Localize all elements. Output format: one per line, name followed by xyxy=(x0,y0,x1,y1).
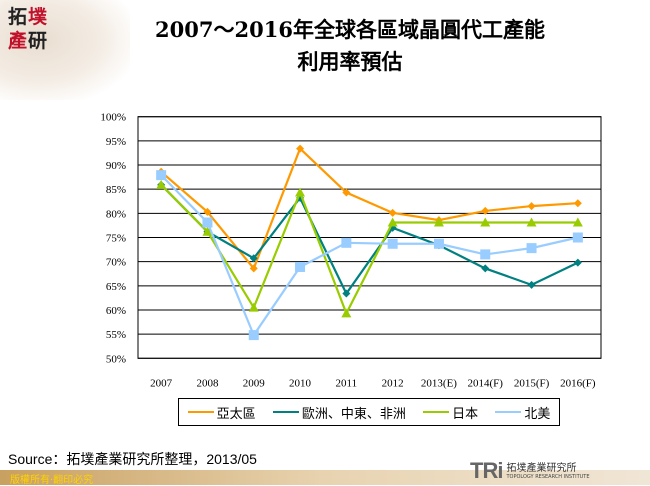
x-tick-label: 2008 xyxy=(196,377,219,389)
line-chart: 50% 55% 60% 65% 70% 75% 80% 85% 90% 95% 100% 2007 20… xyxy=(100,112,602,389)
data-point-square xyxy=(295,261,306,272)
legend-swatch xyxy=(423,411,450,413)
data-point-triangle xyxy=(433,217,444,227)
legend-label: 日本 xyxy=(452,406,479,422)
series-line xyxy=(160,184,578,317)
series-2 xyxy=(156,179,583,318)
data-point-diamond xyxy=(249,264,258,273)
data-point-diamond xyxy=(573,199,582,208)
data-point-square xyxy=(526,243,537,254)
data-point-triangle xyxy=(295,187,306,197)
data-point-diamond xyxy=(527,202,536,211)
y-tick-label: 100% xyxy=(100,112,126,124)
series-line xyxy=(160,146,578,271)
logo-char: 產 xyxy=(8,30,28,52)
legend-swatch xyxy=(495,411,522,413)
x-tick-label: 2007 xyxy=(150,377,173,389)
data-point-square xyxy=(202,217,213,228)
series-line xyxy=(160,174,579,338)
y-tick-label: 90% xyxy=(106,160,126,172)
x-tick-label: 2010 xyxy=(289,377,312,389)
legend-item: 亞太區 xyxy=(187,403,256,422)
y-tick-label: 65% xyxy=(106,281,126,293)
x-tick-label: 2015(F) xyxy=(514,377,550,389)
y-tick-label: 85% xyxy=(106,184,126,196)
data-point-diamond xyxy=(573,258,582,267)
y-tick-label: 60% xyxy=(106,305,126,317)
series-3 xyxy=(156,170,583,341)
data-point-diamond xyxy=(296,144,305,153)
y-tick-label: 80% xyxy=(106,208,126,220)
data-point-square xyxy=(248,330,259,341)
data-point-triangle xyxy=(202,226,213,236)
data-point-square xyxy=(387,238,398,249)
legend-swatch xyxy=(272,411,299,413)
series-line xyxy=(160,184,579,296)
data-point-triangle xyxy=(387,217,398,227)
logo-char: 研 xyxy=(28,30,48,52)
data-point-square xyxy=(156,170,167,181)
y-tick-label: 95% xyxy=(106,136,126,148)
legend-label: 亞太區 xyxy=(216,406,256,422)
copyright-text: 版權所有‧翻印必究 xyxy=(10,475,94,486)
background-map xyxy=(0,0,130,100)
data-point-triangle xyxy=(248,302,259,312)
title-line-1: 2007～2016年全球各區域晶圓代工產能 xyxy=(155,17,545,42)
legend-item: 歐洲、中東、非洲 xyxy=(272,403,406,422)
legend-item: 日本 xyxy=(423,403,478,422)
data-point-triangle xyxy=(526,217,537,227)
x-tick-label: 2013(E) xyxy=(421,377,457,389)
logo-char: 墣 xyxy=(28,6,48,28)
data-point-triangle xyxy=(156,179,167,189)
data-point-square xyxy=(341,237,352,248)
chart-legend: 亞太區 歐洲、中東、非洲 日本 北美 xyxy=(178,398,560,426)
title-line-2: 利用率預估 xyxy=(297,49,403,74)
data-point-square xyxy=(480,249,491,260)
data-point-diamond xyxy=(203,207,212,216)
x-tick-label: 2009 xyxy=(243,377,266,389)
data-point-diamond xyxy=(342,289,351,298)
data-point-triangle xyxy=(341,308,352,318)
tri-mark: TRi xyxy=(470,458,503,483)
y-tick-label: 75% xyxy=(106,233,126,245)
data-point-diamond xyxy=(481,264,490,273)
org-name: 拓墣產業研究所 xyxy=(506,462,577,474)
x-tick-label: 2011 xyxy=(336,377,358,389)
x-tick-label: 2014(F) xyxy=(468,377,504,389)
data-point-square xyxy=(572,232,583,243)
tri-logo: TRi 拓墣產業研究所 TOPOLOGY RESEARCH INSTITUTE xyxy=(470,458,590,484)
data-point-square xyxy=(433,238,444,249)
y-tick-label: 50% xyxy=(106,353,126,365)
data-point-diamond xyxy=(481,206,490,215)
x-tick-label: 2016(F) xyxy=(560,377,596,389)
x-tick-label: 2012 xyxy=(382,377,404,389)
legend-label: 北美 xyxy=(524,406,551,422)
y-tick-label: 70% xyxy=(106,257,126,269)
y-tick-label: 55% xyxy=(106,329,126,341)
logo: 拓 墣 產 研 xyxy=(8,6,50,54)
data-point-triangle xyxy=(572,217,583,227)
footer-bar xyxy=(0,470,650,485)
data-point-diamond xyxy=(342,188,351,197)
legend-swatch xyxy=(187,411,214,413)
org-name-en: TOPOLOGY RESEARCH INSTITUTE xyxy=(506,473,590,480)
logo-char: 拓 xyxy=(8,6,28,28)
data-point-diamond xyxy=(388,208,397,217)
data-point-triangle xyxy=(480,217,491,227)
data-point-diamond xyxy=(527,280,536,289)
legend-item: 北美 xyxy=(495,403,550,422)
page-title: 2007～2016年全球各區域晶圓代工產能 利用率預估 xyxy=(80,14,620,78)
legend-label: 歐洲、中東、非洲 xyxy=(301,406,406,422)
source-note: Source：拓墣產業研究所整理，2013/05 xyxy=(8,451,257,467)
